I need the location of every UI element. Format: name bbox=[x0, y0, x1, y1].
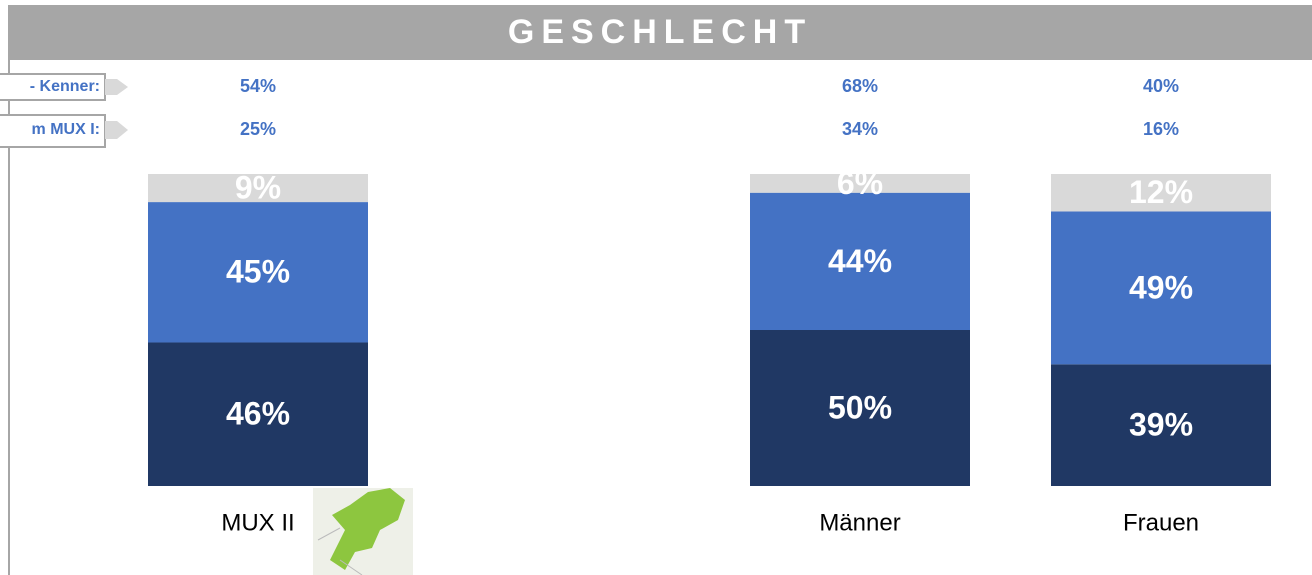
bar-segment bbox=[1051, 364, 1271, 486]
data-label: 49% bbox=[1129, 269, 1193, 305]
row-arrow bbox=[105, 79, 128, 95]
x-tick-label: MUX II bbox=[221, 509, 294, 536]
data-label: 45% bbox=[226, 254, 290, 290]
bar-segment bbox=[148, 342, 368, 486]
x-tick-label: Frauen bbox=[1123, 509, 1199, 536]
row-value: 40% bbox=[1143, 76, 1179, 96]
bar-segment bbox=[750, 330, 970, 486]
data-label: 12% bbox=[1129, 174, 1193, 210]
data-label: 50% bbox=[828, 389, 892, 425]
row-arrow bbox=[105, 121, 128, 139]
bar-segment bbox=[1051, 174, 1271, 212]
row-value: 16% bbox=[1143, 119, 1179, 139]
row-value: 25% bbox=[240, 119, 276, 139]
x-tick-label: Männer bbox=[819, 509, 900, 536]
data-label: 9% bbox=[235, 169, 281, 205]
bar-segment bbox=[148, 202, 368, 343]
map-icon bbox=[313, 488, 413, 575]
row-value: 54% bbox=[240, 76, 276, 96]
row-value: 34% bbox=[842, 119, 878, 139]
data-label: 44% bbox=[828, 243, 892, 279]
row-value: 68% bbox=[842, 76, 878, 96]
bar-segment bbox=[1051, 211, 1271, 365]
title-band bbox=[8, 5, 1312, 60]
row-label-box bbox=[0, 73, 106, 101]
data-label: 46% bbox=[226, 396, 290, 432]
data-label: 39% bbox=[1129, 407, 1193, 443]
bar-segment bbox=[750, 192, 970, 330]
data-label: 6% bbox=[837, 165, 883, 201]
row-label: m MUX I: bbox=[32, 121, 100, 138]
chart-title: GESCHLECHT bbox=[508, 13, 812, 51]
row-label: - Kenner: bbox=[30, 78, 100, 95]
bar-segment bbox=[750, 174, 970, 193]
bar-segment bbox=[148, 174, 368, 203]
